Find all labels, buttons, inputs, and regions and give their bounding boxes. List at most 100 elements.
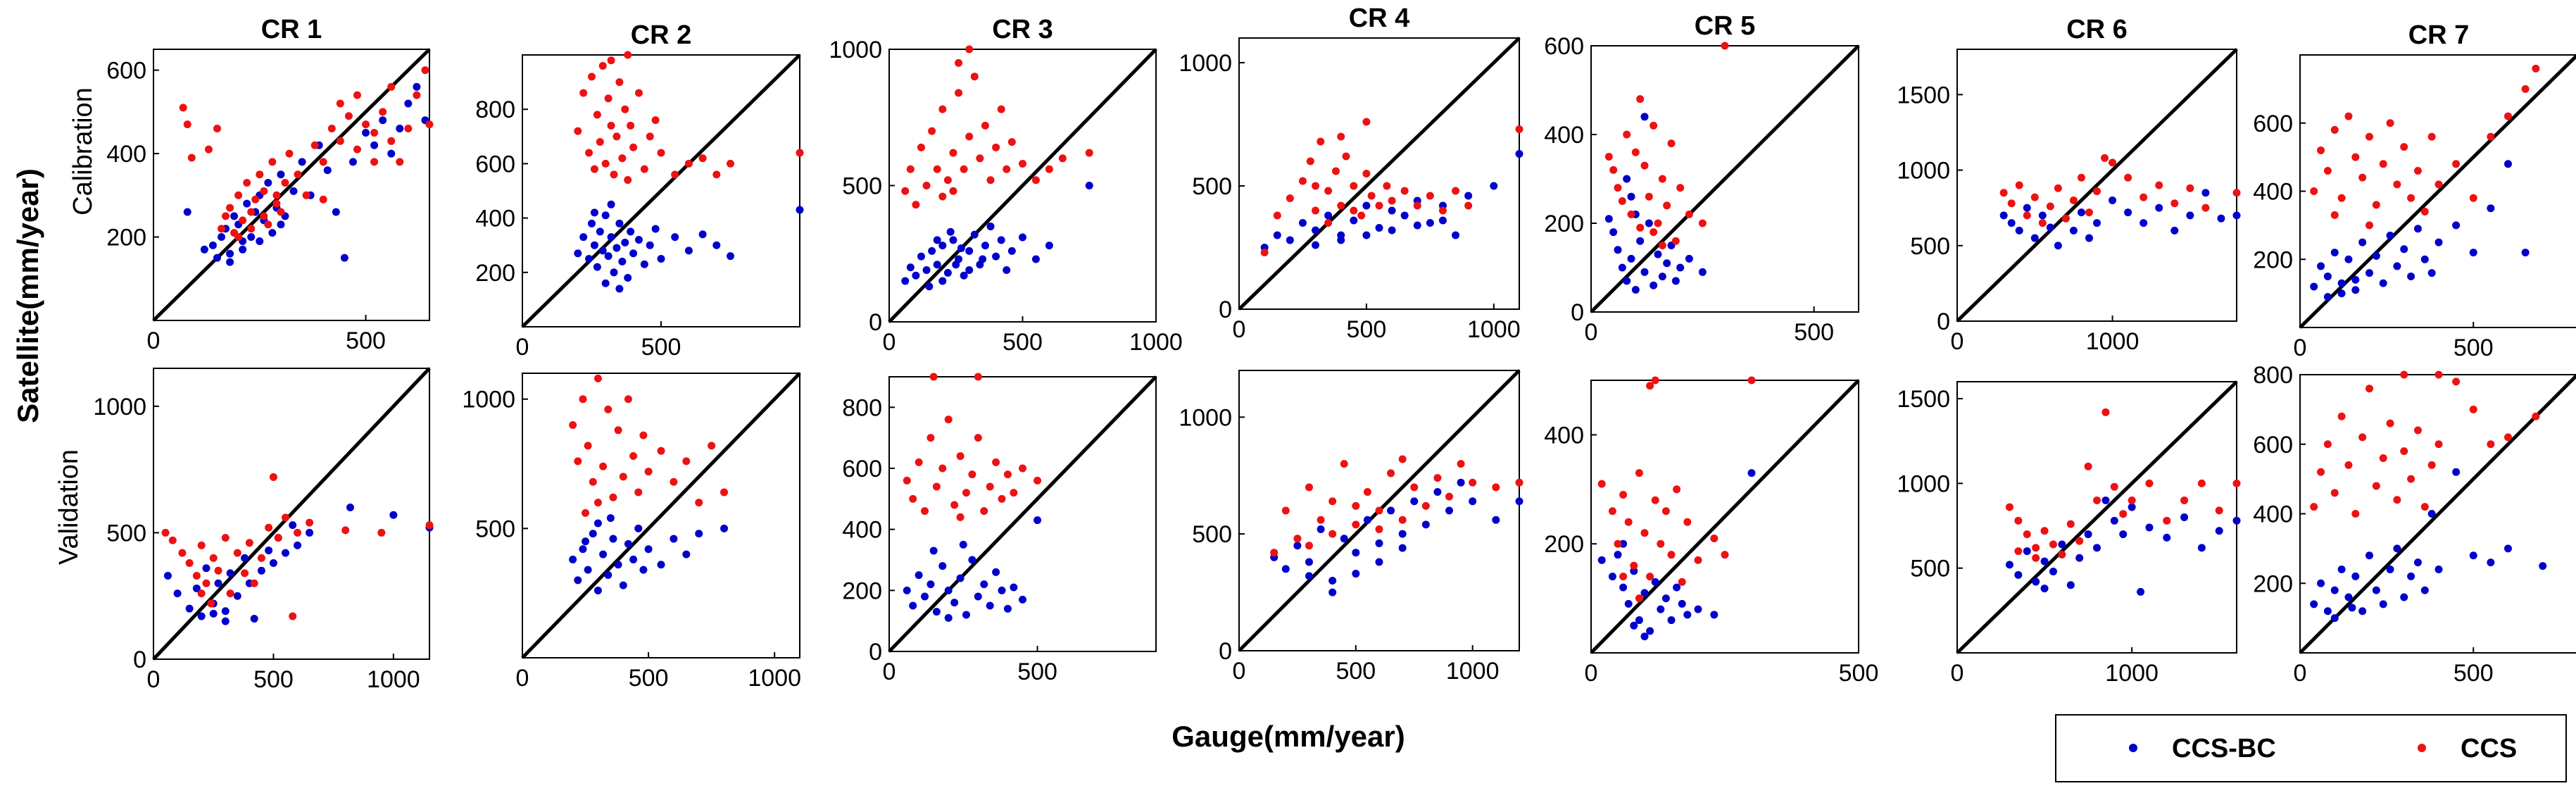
point-ccs (2400, 370, 2408, 379)
point-ccs-bc (2317, 579, 2325, 587)
point-ccs-bc (629, 555, 638, 563)
point-ccs-bc (2358, 238, 2367, 246)
legend-label-ccs: CCS (2461, 734, 2517, 763)
point-ccs (1357, 211, 1366, 220)
point-ccs (2427, 461, 2436, 469)
point-ccs-bc (2093, 544, 2101, 552)
x-tick-label: 1000 (748, 665, 801, 692)
point-ccs (1383, 182, 1391, 190)
point-ccs-bc (2386, 231, 2394, 239)
point-ccs (2420, 503, 2429, 511)
point-ccs (912, 201, 920, 209)
point-ccs-bc (2232, 211, 2241, 220)
point-ccs-bc (1281, 565, 1290, 573)
point-ccs-bc (1317, 525, 1325, 534)
x-tick-label: 1000 (2105, 660, 2159, 687)
point-ccs-bc (241, 554, 249, 562)
point-ccs-bc (2084, 530, 2092, 539)
point-ccs (233, 549, 241, 557)
point-ccs-bc (1340, 535, 1348, 543)
point-ccs (1667, 139, 1676, 148)
point-ccs (1312, 182, 1320, 190)
point-ccs-bc (1636, 237, 1645, 245)
point-ccs (362, 120, 370, 129)
point-ccs (344, 112, 353, 120)
y-tick-label: 400 (1544, 122, 1584, 149)
point-ccs-bc (226, 258, 234, 266)
point-ccs (187, 154, 196, 162)
point-ccs (646, 132, 654, 141)
point-ccs-bc (163, 571, 172, 580)
point-ccs (1658, 175, 1666, 183)
x-tick-label: 0 (147, 327, 161, 354)
y-tick-label: 0 (1219, 638, 1232, 665)
point-ccs-bc (727, 252, 734, 261)
point-ccs-bc (604, 252, 612, 261)
point-ccs-bc (2407, 572, 2415, 580)
point-ccs-bc (612, 244, 621, 252)
point-ccs-bc (618, 257, 627, 266)
point-ccs (615, 78, 624, 87)
point-ccs (2109, 158, 2117, 167)
point-ccs (1281, 506, 1290, 515)
point-ccs (1452, 187, 1460, 195)
point-ccs (413, 91, 421, 99)
legend-box (2055, 714, 2567, 782)
point-ccs-bc (1671, 277, 1680, 285)
point-ccs (604, 405, 612, 413)
point-ccs-bc (277, 220, 285, 229)
point-ccs (671, 170, 679, 179)
one-to-one-line (521, 54, 801, 328)
point-ccs (609, 493, 617, 501)
point-ccs-bc (2007, 219, 2016, 227)
y-tick-label: 1000 (93, 394, 146, 420)
y-tick-label: 800 (842, 394, 882, 421)
y-tick-label: 0 (133, 647, 146, 673)
point-ccs (1387, 469, 1395, 477)
point-ccs (1438, 206, 1447, 215)
point-ccs (2040, 527, 2049, 535)
point-ccs (1352, 501, 1360, 510)
point-ccs-bc (1286, 236, 1294, 244)
point-ccs-bc (604, 570, 612, 579)
point-ccs-bc (214, 579, 222, 587)
point-ccs (202, 579, 211, 587)
point-ccs (1623, 130, 1631, 139)
point-ccs (922, 182, 931, 189)
point-ccs (387, 137, 396, 145)
point-ccs (178, 549, 187, 557)
point-ccs-bc (1604, 215, 1613, 223)
point-ccs-bc (1646, 627, 1654, 635)
point-ccs-bc (268, 229, 277, 237)
point-ccs (708, 442, 716, 450)
point-ccs (1619, 573, 1628, 581)
point-ccs (327, 125, 336, 133)
point-ccs (1640, 529, 1649, 537)
point-ccs (2434, 440, 2443, 449)
point-ccs-bc (1667, 616, 1676, 625)
point-ccs (2170, 199, 2179, 208)
point-ccs (1375, 506, 1383, 515)
point-ccs-bc (1387, 506, 1395, 515)
point-ccs (1658, 242, 1666, 249)
point-ccs (2023, 530, 2031, 539)
point-ccs-bc (912, 271, 920, 280)
point-ccs-bc (2310, 600, 2318, 608)
point-ccs (974, 373, 982, 381)
point-ccs-bc (202, 564, 211, 573)
y-tick-label: 400 (1544, 422, 1584, 449)
point-ccs (2452, 377, 2461, 386)
point-ccs (2066, 520, 2075, 528)
point-ccs-bc (619, 581, 627, 589)
point-ccs-bc (1654, 250, 1662, 258)
point-ccs (2007, 199, 2016, 208)
y-tick-label: 600 (2253, 111, 2293, 137)
point-ccs-bc (2521, 249, 2530, 257)
panel-cr2-validation: 0 500 1000 500 1000 (462, 372, 801, 692)
point-ccs (281, 179, 289, 187)
point-ccs (209, 554, 218, 562)
point-ccs (2197, 479, 2206, 487)
point-ccs-bc (1019, 233, 1026, 242)
one-to-one-line (1590, 379, 1860, 654)
point-ccs-bc (1619, 539, 1628, 548)
